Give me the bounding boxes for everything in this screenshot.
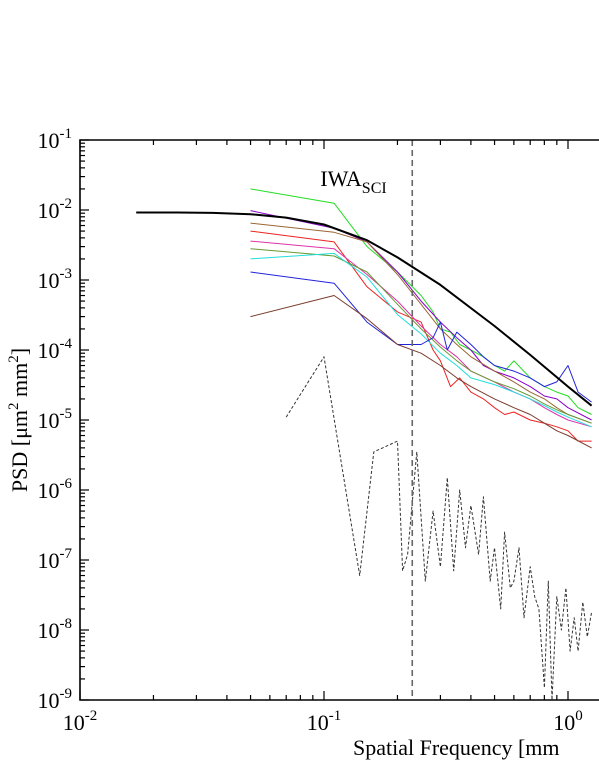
y-tick-label: 10-9 xyxy=(38,686,73,713)
annotation-layer: IWASCI xyxy=(320,140,414,700)
x-axis-label: Spatial Frequency [mm xyxy=(353,735,560,760)
series-line-9 xyxy=(250,271,592,403)
y-tick-label: 10-6 xyxy=(38,476,73,503)
y-axis-label-mid: mm xyxy=(7,363,32,403)
series-line-2 xyxy=(250,188,592,415)
y-tick-label: 10-1 xyxy=(38,126,73,153)
series-line-1 xyxy=(285,356,593,700)
series-line-7 xyxy=(250,248,592,424)
series-line-3 xyxy=(250,210,592,421)
y-axis-label-sup1: 2 xyxy=(6,402,22,410)
axis-frame xyxy=(79,139,599,701)
iwa-label-sub: SCI xyxy=(362,180,387,197)
series-line-0 xyxy=(136,211,593,407)
y-tick-label: 10-2 xyxy=(38,196,73,223)
axes-layer: 10-2 10-1 100 10-1 10-2 10-3 10-4 10-5 10-6 10-7… xyxy=(38,126,599,735)
series-line-10 xyxy=(250,295,592,449)
x-tick-labels: 10-2 10-1 100 xyxy=(63,708,583,735)
y-tick-label: 10-3 xyxy=(38,266,73,293)
y-tick-label: 10-7 xyxy=(38,546,73,573)
y-tick-label: 10-5 xyxy=(38,406,73,433)
x-tick-label: 10-1 xyxy=(307,708,342,735)
iwa-label: IWASCI xyxy=(320,166,386,197)
iwa-label-main: IWA xyxy=(320,166,362,191)
y-axis-label-end: ] xyxy=(7,348,32,355)
series-line-4 xyxy=(250,222,592,424)
series-layer xyxy=(136,188,593,700)
series-line-5 xyxy=(250,230,592,442)
y-axis-label-sup2: 2 xyxy=(6,355,22,363)
x-tick-label: 10-2 xyxy=(63,708,98,735)
tick-marks xyxy=(79,139,569,701)
y-axis-label: PSD [μm2 mm2] xyxy=(6,348,32,492)
y-tick-label: 10-4 xyxy=(38,336,73,363)
y-tick-label: 10-8 xyxy=(38,616,73,643)
y-tick-labels: 10-1 10-2 10-3 10-4 10-5 10-6 10-7 10-8 10-9 xyxy=(38,126,73,713)
series-line-8 xyxy=(250,252,592,428)
y-axis-label-main: PSD [μm xyxy=(7,410,32,492)
x-tick-label: 100 xyxy=(553,708,583,735)
